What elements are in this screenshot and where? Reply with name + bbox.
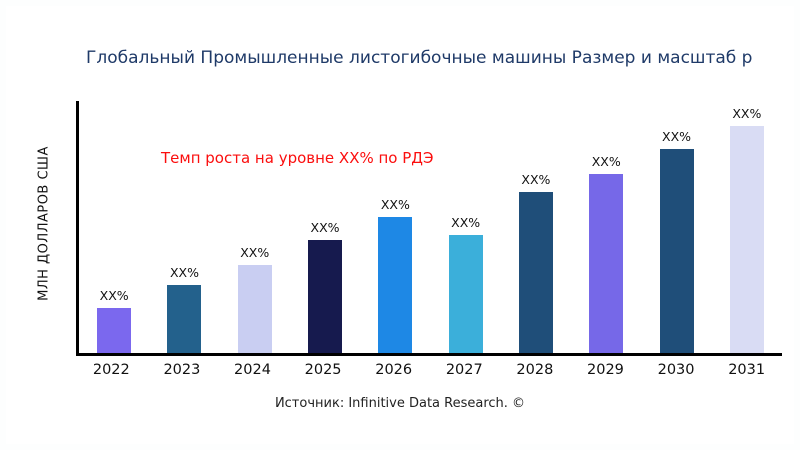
- x-tick-label: 2022: [92, 362, 130, 378]
- bar: [729, 126, 764, 353]
- x-tick-label: 2023: [163, 362, 201, 378]
- x-axis-ticks: 2022 2023 2024 2025 2026 2027 2028 2029 2030 2031: [76, 362, 782, 378]
- bar: [167, 284, 202, 353]
- bar-column: XX%: [571, 101, 641, 353]
- bar-column: XX%: [641, 101, 711, 353]
- bar-value-label: XX%: [310, 219, 340, 235]
- bar-value-label: XX%: [99, 287, 129, 303]
- chart-canvas: Глобальный Промышленные листогибочные ма…: [6, 6, 794, 444]
- bar: [518, 191, 553, 353]
- bar-value-label: XX%: [380, 196, 410, 212]
- bar-column: XX%: [430, 101, 500, 353]
- bar-column: XX%: [149, 101, 219, 353]
- x-tick-label: 2029: [587, 362, 624, 378]
- bar-column: XX%: [501, 101, 571, 353]
- x-tick-label: 2028: [516, 362, 554, 378]
- x-tick-label: 2031: [728, 362, 766, 378]
- bar-column: XX%: [220, 101, 290, 353]
- x-tick-label: 2026: [375, 362, 413, 378]
- bar: [378, 216, 413, 353]
- x-tick-label: 2027: [445, 362, 483, 378]
- x-tick-label: 2030: [657, 362, 695, 378]
- bar-value-label: XX%: [662, 128, 692, 144]
- bar-value-label: XX%: [240, 244, 270, 260]
- bar-series: XX% XX% XX% XX% XX% XX% XX% XX% XX% XX%: [79, 101, 782, 353]
- x-tick-label: 2024: [234, 362, 271, 378]
- bar-value-label: XX%: [591, 154, 621, 170]
- source-credit: Источник: Infinitive Data Research. ©: [274, 396, 526, 411]
- bar: [237, 264, 272, 353]
- bar: [659, 148, 694, 353]
- chart-title: Глобальный Промышленные листогибочные ма…: [86, 48, 753, 68]
- bar-value-label: XX%: [521, 171, 551, 187]
- growth-annotation: Темп роста на уровне XX% по РДЭ: [161, 149, 434, 167]
- bar: [308, 239, 343, 353]
- bar: [448, 234, 483, 353]
- bar-value-label: XX%: [169, 264, 199, 280]
- bar-value-label: XX%: [732, 106, 762, 122]
- bar-column: XX%: [712, 101, 782, 353]
- bar-column: XX%: [290, 101, 360, 353]
- x-tick-label: 2025: [304, 362, 342, 378]
- bar-value-label: XX%: [451, 214, 481, 230]
- plot-area: Темп роста на уровне XX% по РДЭ XX% XX% XX…: [76, 101, 782, 356]
- bar-column: XX%: [360, 101, 430, 353]
- bar: [97, 307, 132, 353]
- bar: [589, 174, 624, 353]
- y-axis-label: МЛН ДОЛЛАРОВ США: [36, 146, 52, 301]
- bar-column: XX%: [79, 101, 149, 353]
